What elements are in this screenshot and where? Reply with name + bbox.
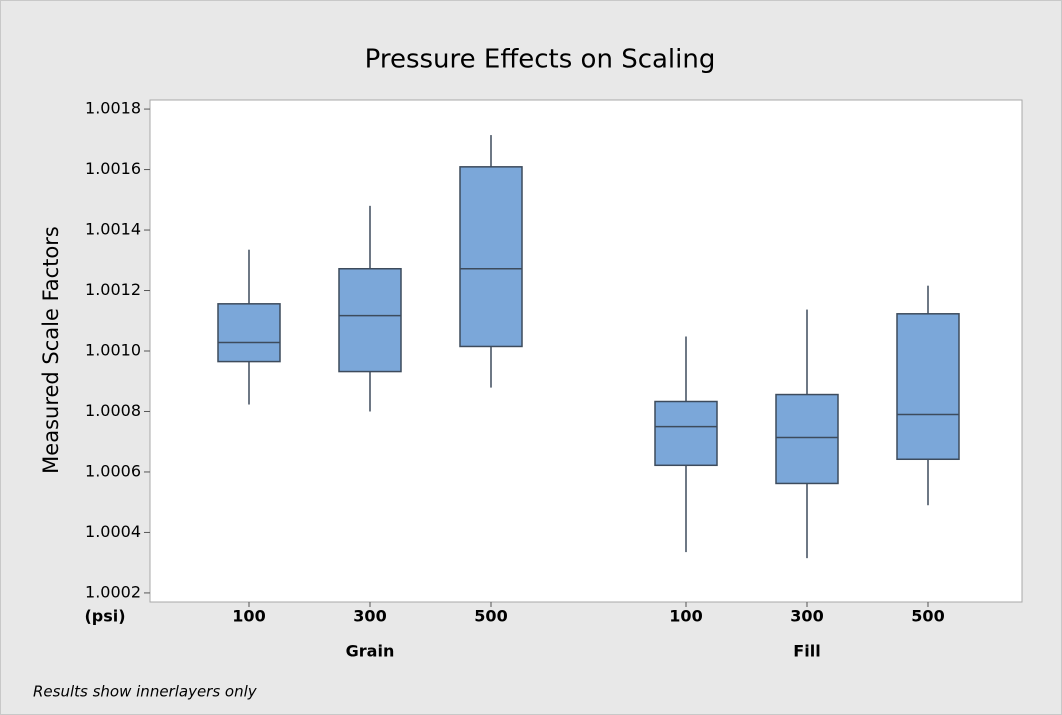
y-tick-label: 1.0002: [85, 582, 141, 601]
x-axis-label: (psi): [84, 607, 125, 626]
box: [896, 313, 960, 461]
group-label: Grain: [346, 642, 395, 661]
box: [775, 393, 839, 485]
x-tick-label: 500: [474, 607, 507, 626]
x-tick-label: 300: [790, 607, 823, 626]
y-axis-label: Measured Scale Factors: [39, 226, 63, 474]
y-tick-label: 1.0012: [85, 280, 141, 299]
y-tick-label: 1.0014: [85, 220, 141, 239]
box: [217, 303, 281, 363]
x-tick-label: 100: [232, 607, 265, 626]
box: [459, 166, 523, 348]
y-tick-label: 1.0006: [85, 461, 141, 480]
box: [654, 400, 718, 467]
footnote: Results show innerlayers only: [33, 683, 258, 701]
y-tick-label: 1.0016: [85, 159, 141, 178]
x-tick-label: 500: [911, 607, 944, 626]
chart-title: Pressure Effects on Scaling: [365, 45, 716, 75]
plot-area: [149, 99, 1023, 603]
x-tick-label: 100: [669, 607, 702, 626]
y-tick-label: 1.0018: [85, 99, 141, 118]
group-label: Fill: [793, 642, 820, 661]
y-tick-label: 1.0008: [85, 401, 141, 420]
y-tick-label: 1.0010: [85, 341, 141, 360]
x-tick-label: 300: [353, 607, 386, 626]
box: [338, 267, 402, 373]
y-tick-label: 1.0004: [85, 522, 141, 541]
